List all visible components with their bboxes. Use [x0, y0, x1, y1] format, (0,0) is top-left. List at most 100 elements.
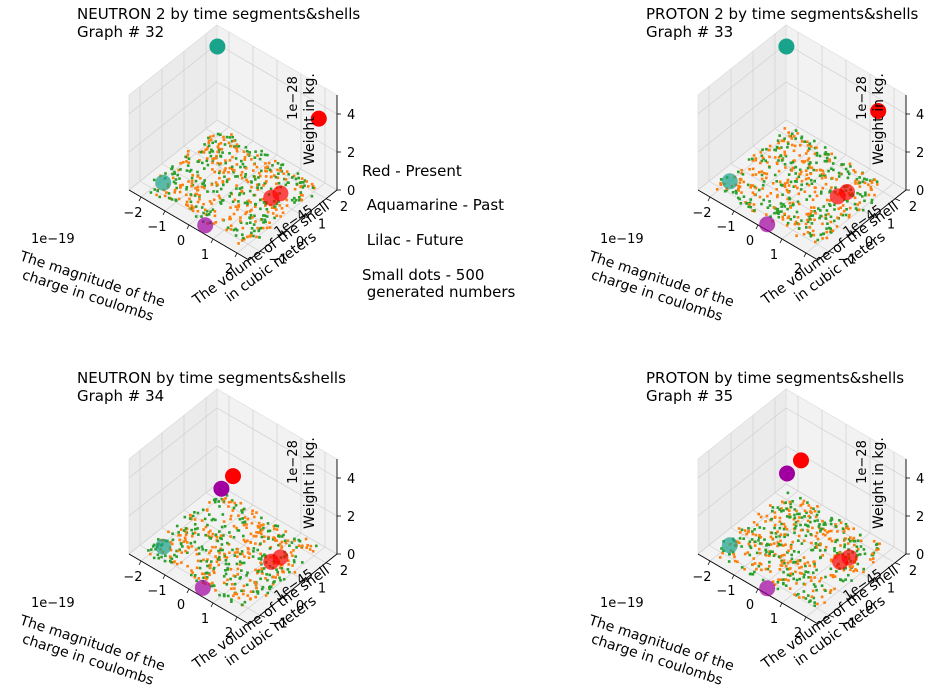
data-dot [824, 589, 827, 592]
data-dot [196, 559, 200, 563]
data-dot [799, 523, 802, 527]
data-dot [778, 180, 782, 184]
data-dot [210, 518, 214, 522]
data-dot [199, 177, 202, 180]
data-dot [829, 522, 833, 526]
data-dot [176, 549, 180, 553]
data-dot [278, 542, 282, 546]
data-dot [806, 166, 810, 170]
legend-line-generated: generated numbers [362, 283, 516, 301]
data-dot [719, 178, 723, 181]
data-dot [793, 144, 797, 148]
data-dot [197, 533, 200, 536]
data-dot [304, 537, 308, 541]
data-dot [813, 179, 816, 183]
data-dot [780, 507, 783, 510]
data-dot [265, 573, 268, 576]
data-dot [812, 596, 816, 600]
data-dot [201, 508, 205, 512]
data-dot [778, 516, 782, 520]
data-dot [795, 180, 798, 183]
data-dot [769, 504, 772, 507]
data-dot [725, 187, 728, 190]
data-dot [809, 533, 813, 536]
data-dot [219, 141, 223, 145]
data-dot [759, 535, 763, 539]
data-dot [781, 218, 785, 221]
point-future [759, 216, 776, 233]
data-dot [736, 560, 739, 564]
data-dot [766, 567, 770, 571]
data-dot [244, 146, 248, 149]
data-dot [165, 191, 168, 194]
data-dot [209, 529, 212, 533]
data-dot [206, 508, 209, 511]
data-dot [209, 154, 213, 158]
grid-line [733, 504, 823, 576]
data-dot [731, 191, 735, 194]
data-dot [819, 209, 822, 212]
data-dot [217, 558, 220, 561]
data-dot [797, 592, 800, 596]
data-dot [770, 517, 773, 521]
data-dot [772, 554, 776, 557]
data-dot [234, 234, 238, 237]
data-dot [273, 216, 276, 220]
y-tick [850, 233, 857, 237]
data-dot [765, 544, 768, 547]
data-dot [243, 521, 247, 524]
data-dot [806, 220, 810, 224]
z-offset-label: 1e−28 [855, 440, 870, 484]
data-dot [239, 221, 243, 224]
data-dot [781, 554, 784, 557]
data-dot [847, 527, 850, 531]
data-dot [241, 552, 244, 556]
data-dot [253, 515, 256, 519]
data-dot [833, 547, 836, 550]
data-dot [256, 226, 259, 230]
data-dot [163, 559, 167, 563]
data-dot [218, 196, 222, 200]
data-dot [179, 534, 182, 537]
data-dot [792, 577, 795, 581]
data-dot [788, 134, 791, 138]
data-dot [292, 549, 295, 552]
data-dot [224, 497, 227, 500]
data-dot [249, 214, 253, 217]
data-dot [173, 560, 176, 563]
data-dot [243, 600, 247, 604]
data-dot [783, 182, 787, 185]
grid-line [139, 180, 261, 252]
data-dot [791, 132, 794, 136]
data-dot [833, 575, 837, 578]
data-dot [751, 157, 754, 161]
data-dot [827, 530, 831, 533]
data-dot [846, 542, 850, 545]
data-dot [773, 553, 777, 556]
data-dot [843, 530, 846, 533]
data-dot [233, 587, 236, 590]
data-dot [274, 576, 277, 579]
data-dot [776, 207, 779, 211]
data-dot [773, 516, 777, 519]
data-dot [856, 203, 860, 206]
data-dot [238, 517, 242, 521]
grid-line [128, 445, 218, 517]
data-dot [786, 178, 790, 182]
data-dot [222, 520, 226, 523]
data-dot [779, 183, 783, 187]
point-present [870, 103, 887, 119]
data-dot [749, 546, 753, 550]
data-dot [855, 545, 859, 548]
data-dot [780, 146, 783, 149]
data-dot [210, 560, 213, 563]
grid-line [128, 407, 218, 479]
data-dot [228, 136, 232, 139]
data-dot [748, 540, 752, 544]
data-dot [266, 522, 270, 525]
data-dot [773, 156, 777, 159]
data-dot [186, 156, 189, 159]
data-dot [783, 150, 786, 154]
data-dot [188, 517, 192, 520]
